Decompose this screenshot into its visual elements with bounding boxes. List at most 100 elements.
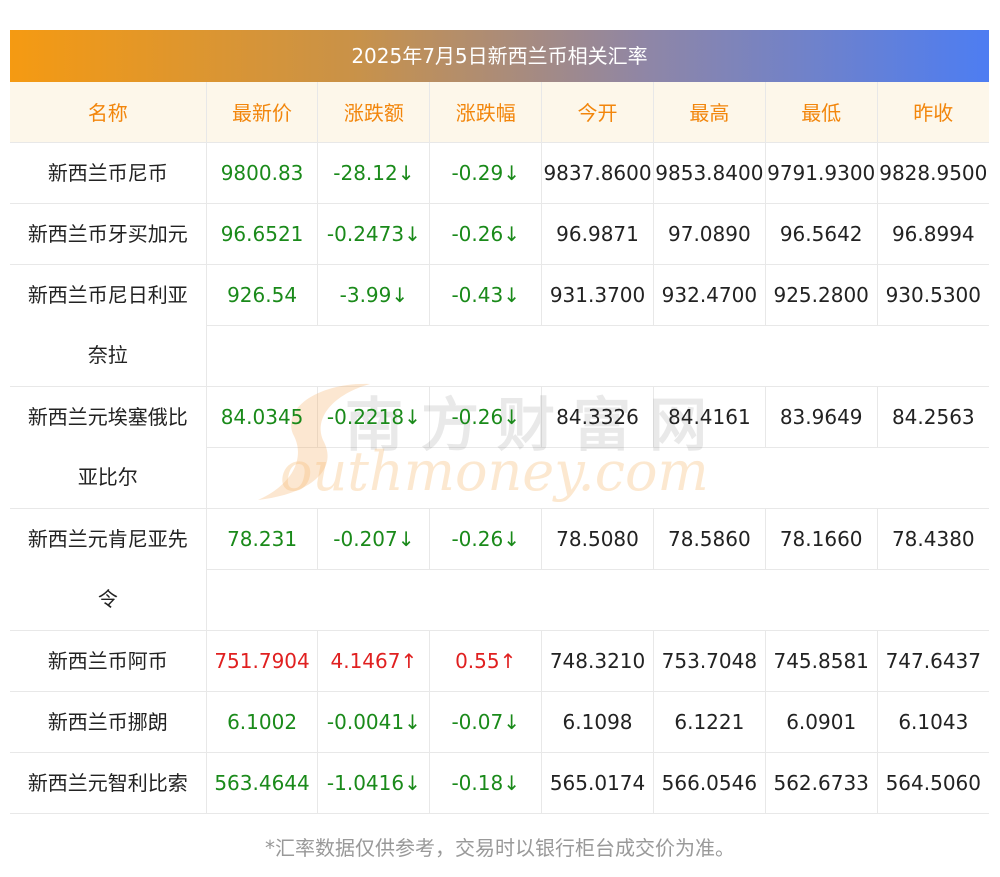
high-cell: 97.0890 xyxy=(653,203,766,265)
currency-pair-name-line: 新西兰元埃塞俄比 xyxy=(27,404,188,429)
high-cell: 753.7048 xyxy=(653,630,766,692)
open-cell: 78.5080 xyxy=(541,508,654,570)
low-cell: 745.8581 xyxy=(765,630,878,692)
low-cell: 6.0901 xyxy=(765,691,878,753)
change-pct-cell: -0.26↓ xyxy=(429,386,543,448)
header-row: 名称 最新价 涨跌额 涨跌幅 今开 最高 最低 昨收 xyxy=(10,82,989,143)
currency-pair-name-line: 新西兰币挪朗 xyxy=(47,709,168,734)
currency-pair-name-line: 新西兰元肯尼亚先 xyxy=(27,526,188,551)
low-cell: 78.1660 xyxy=(765,508,878,570)
prev-close-cell: 84.2563 xyxy=(877,386,989,448)
change-amount-cell: -0.2218↓ xyxy=(317,386,431,448)
currency-pair-name-line: 令 xyxy=(97,586,118,611)
open-cell: 748.3210 xyxy=(541,630,654,692)
prev-close-cell: 564.5060 xyxy=(877,752,989,814)
prev-close-cell: 78.4380 xyxy=(877,508,989,570)
currency-pair-name: 新西兰元智利比索 xyxy=(10,752,207,814)
latest-price-cell: 84.0345 xyxy=(206,386,319,448)
high-cell: 9853.8400 xyxy=(653,142,766,204)
prev-close-cell: 96.8994 xyxy=(877,203,989,265)
change-amount-cell: -0.207↓ xyxy=(317,508,431,570)
change-pct-cell: -0.26↓ xyxy=(429,203,543,265)
high-cell: 932.4700 xyxy=(653,264,766,326)
footnote: *汇率数据仅供参考，交易时以银行柜台成交价为准。 xyxy=(265,836,735,860)
header-change-pct: 涨跌幅 xyxy=(429,82,543,143)
high-cell: 6.1221 xyxy=(653,691,766,753)
latest-price-cell: 96.6521 xyxy=(206,203,319,265)
change-pct-cell: -0.43↓ xyxy=(429,264,543,326)
continuation-cell xyxy=(206,569,989,631)
change-amount-cell: -1.0416↓ xyxy=(317,752,431,814)
header-name: 名称 xyxy=(10,82,207,143)
low-cell: 83.9649 xyxy=(765,386,878,448)
change-amount-cell: -0.0041↓ xyxy=(317,691,431,753)
table-row-continuation xyxy=(10,569,989,631)
table-row: 新西兰元埃塞俄比 亚比尔 84.0345 -0.2218↓ -0.26↓ 84.3326 8… xyxy=(10,386,989,509)
currency-pair-name: 新西兰币阿币 xyxy=(10,630,207,692)
header-prev-close: 昨收 xyxy=(877,82,989,143)
open-cell: 84.3326 xyxy=(541,386,654,448)
change-pct-cell: -0.18↓ xyxy=(429,752,543,814)
low-cell: 562.6733 xyxy=(765,752,878,814)
continuation-cell xyxy=(206,447,989,509)
change-pct-cell: 0.55↑ xyxy=(429,630,543,692)
currency-pair-name: 新西兰币尼币 xyxy=(10,142,207,204)
table-row-continuation xyxy=(10,447,989,509)
header-open: 今开 xyxy=(541,82,654,143)
exchange-rate-table: 名称 最新价 涨跌额 涨跌幅 今开 最高 最低 昨收 新西兰币尼币 9800.83… xyxy=(10,82,989,814)
prev-close-cell: 930.5300 xyxy=(877,264,989,326)
open-cell: 9837.8600 xyxy=(541,142,654,204)
change-amount-cell: -28.12↓ xyxy=(317,142,431,204)
table-row: 新西兰币尼日利亚 奈拉 926.54 -3.99↓ -0.43↓ 931.3700 932.… xyxy=(10,264,989,387)
currency-pair-name-line: 新西兰币尼币 xyxy=(47,160,168,185)
continuation-cell xyxy=(206,325,989,387)
low-cell: 96.5642 xyxy=(765,203,878,265)
header-change: 涨跌额 xyxy=(317,82,431,143)
high-cell: 566.0546 xyxy=(653,752,766,814)
change-pct-cell: -0.29↓ xyxy=(429,142,543,204)
currency-pair-name-line: 亚比尔 xyxy=(77,464,138,489)
currency-pair-name-line: 新西兰币阿币 xyxy=(47,648,168,673)
table-row: 新西兰币阿币 751.7904 4.1467↑ 0.55↑ 748.3210 753.70… xyxy=(10,630,989,692)
prev-close-cell: 747.6437 xyxy=(877,630,989,692)
header-low: 最低 xyxy=(765,82,878,143)
latest-price-cell: 6.1002 xyxy=(206,691,319,753)
table-title: 2025年7月5日新西兰币相关汇率 xyxy=(10,30,989,82)
latest-price-cell: 78.231 xyxy=(206,508,319,570)
table-row: 新西兰币挪朗 6.1002 -0.0041↓ -0.07↓ 6.1098 6.1221 6.… xyxy=(10,691,989,753)
prev-close-cell: 6.1043 xyxy=(877,691,989,753)
currency-pair-name: 新西兰币牙买加元 xyxy=(10,203,207,265)
open-cell: 565.0174 xyxy=(541,752,654,814)
change-amount-cell: -0.2473↓ xyxy=(317,203,431,265)
currency-pair-name: 新西兰币挪朗 xyxy=(10,691,207,753)
currency-pair-name-line: 奈拉 xyxy=(87,342,128,367)
latest-price-cell: 9800.83 xyxy=(206,142,319,204)
latest-price-cell: 563.4644 xyxy=(206,752,319,814)
change-pct-cell: -0.26↓ xyxy=(429,508,543,570)
change-amount-cell: 4.1467↑ xyxy=(317,630,431,692)
header-latest: 最新价 xyxy=(206,82,319,143)
table-row: 新西兰元智利比索 563.4644 -1.0416↓ -0.18↓ 565.0174 56… xyxy=(10,752,989,814)
currency-pair-name-line: 新西兰币牙买加元 xyxy=(27,221,188,246)
latest-price-cell: 751.7904 xyxy=(206,630,319,692)
high-cell: 78.5860 xyxy=(653,508,766,570)
high-cell: 84.4161 xyxy=(653,386,766,448)
change-amount-cell: -3.99↓ xyxy=(317,264,431,326)
currency-pair-name-line: 新西兰币尼日利亚 xyxy=(27,282,188,307)
currency-pair-name-line: 新西兰元智利比索 xyxy=(27,770,188,795)
currency-pair-name: 新西兰元埃塞俄比 亚比尔 xyxy=(10,386,207,509)
table-row-continuation xyxy=(10,325,989,387)
header-high: 最高 xyxy=(653,82,766,143)
currency-pair-name: 新西兰元肯尼亚先令 xyxy=(10,508,207,631)
latest-price-cell: 926.54 xyxy=(206,264,319,326)
table-row: 新西兰元肯尼亚先令 78.231 -0.207↓ -0.26↓ 78.5080 78.58… xyxy=(10,508,989,631)
rate-table-container: 2025年7月5日新西兰币相关汇率 名称 最新价 涨跌额 涨跌幅 今开 最高 最… xyxy=(10,30,989,814)
change-pct-cell: -0.07↓ xyxy=(429,691,543,753)
currency-pair-name: 新西兰币尼日利亚 奈拉 xyxy=(10,264,207,387)
table-row: 新西兰币牙买加元 96.6521 -0.2473↓ -0.26↓ 96.9871 97.0… xyxy=(10,203,989,265)
open-cell: 96.9871 xyxy=(541,203,654,265)
prev-close-cell: 9828.9500 xyxy=(877,142,989,204)
table-row: 新西兰币尼币 9800.83 -28.12↓ -0.29↓ 9837.8600 9853.… xyxy=(10,142,989,204)
low-cell: 9791.9300 xyxy=(765,142,878,204)
low-cell: 925.2800 xyxy=(765,264,878,326)
